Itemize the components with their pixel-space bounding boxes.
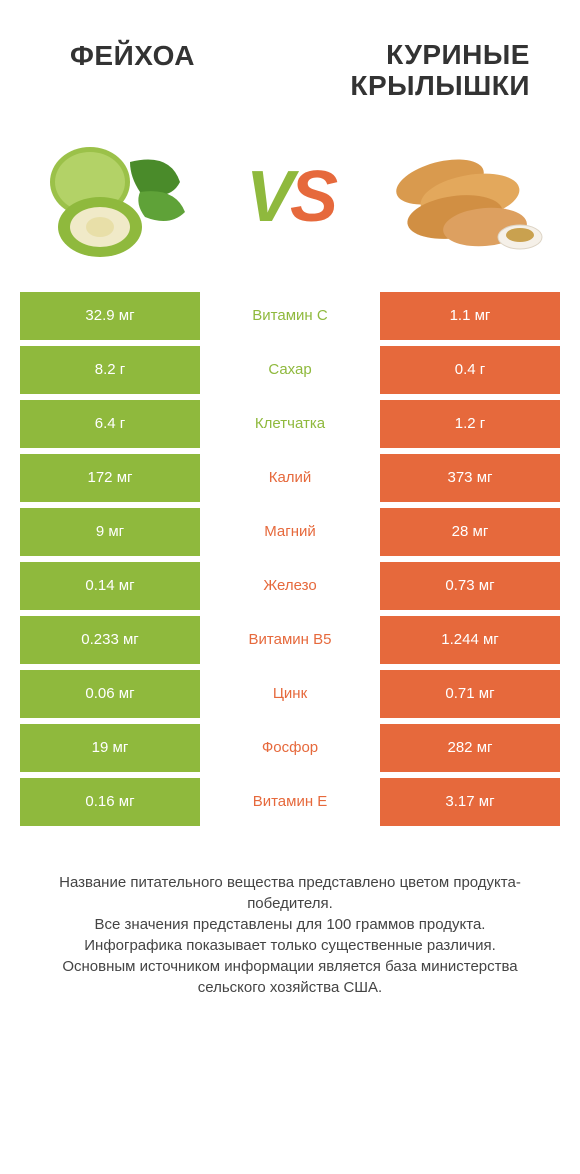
table-row: 19 мгФосфор282 мг [20, 724, 560, 772]
cell-left-value: 0.16 мг [20, 778, 200, 826]
footer-line4: Основным источником информации является … [30, 956, 550, 998]
title-right: КУРИНЫЕ КРЫЛЫШКИ [300, 40, 540, 102]
cell-left-value: 0.06 мг [20, 670, 200, 718]
table-row: 0.16 мгВитамин E3.17 мг [20, 778, 560, 826]
table-row: 0.14 мгЖелезо0.73 мг [20, 562, 560, 610]
cell-left-value: 172 мг [20, 454, 200, 502]
cell-left-value: 6.4 г [20, 400, 200, 448]
table-row: 6.4 гКлетчатка1.2 г [20, 400, 560, 448]
cell-left-value: 19 мг [20, 724, 200, 772]
header: ФЕЙХОА КУРИНЫЕ КРЫЛЫШКИ [0, 0, 580, 122]
footer-line1: Название питательного вещества представл… [30, 872, 550, 914]
table-row: 9 мгМагний28 мг [20, 508, 560, 556]
table-row: 0.233 мгВитамин B51.244 мг [20, 616, 560, 664]
cell-right-value: 1.1 мг [380, 292, 560, 340]
vs-label: VS [246, 156, 334, 238]
cell-left-value: 0.14 мг [20, 562, 200, 610]
cell-nutrient-label: Железо [200, 562, 380, 610]
cell-nutrient-label: Витамин C [200, 292, 380, 340]
cell-nutrient-label: Сахар [200, 346, 380, 394]
cell-nutrient-label: Магний [200, 508, 380, 556]
table-row: 0.06 мгЦинк0.71 мг [20, 670, 560, 718]
cell-right-value: 282 мг [380, 724, 560, 772]
vs-v: V [246, 157, 290, 237]
cell-left-value: 32.9 мг [20, 292, 200, 340]
cell-left-value: 0.233 мг [20, 616, 200, 664]
cell-nutrient-label: Калий [200, 454, 380, 502]
footer-line3: Инфографика показывает только существенн… [30, 935, 550, 956]
title-left: ФЕЙХОА [40, 40, 300, 102]
table-row: 32.9 мгВитамин C1.1 мг [20, 292, 560, 340]
chicken-wings-icon [380, 132, 550, 262]
cell-right-value: 0.71 мг [380, 670, 560, 718]
title-right-line1: КУРИНЫЕ [300, 40, 530, 71]
cell-right-value: 0.73 мг [380, 562, 560, 610]
comparison-table: 32.9 мгВитамин C1.1 мг 8.2 гСахар0.4 г 6.4… [0, 292, 580, 826]
cell-right-value: 1.2 г [380, 400, 560, 448]
cell-nutrient-label: Клетчатка [200, 400, 380, 448]
vs-s: S [290, 157, 334, 237]
table-row: 8.2 гСахар0.4 г [20, 346, 560, 394]
images-row: VS [0, 122, 580, 292]
cell-right-value: 1.244 мг [380, 616, 560, 664]
title-right-line2: КРЫЛЫШКИ [300, 71, 530, 102]
cell-right-value: 373 мг [380, 454, 560, 502]
table-row: 172 мгКалий373 мг [20, 454, 560, 502]
cell-nutrient-label: Витамин B5 [200, 616, 380, 664]
cell-right-value: 0.4 г [380, 346, 560, 394]
footer-text: Название питательного вещества представл… [0, 832, 580, 1018]
cell-nutrient-label: Фосфор [200, 724, 380, 772]
cell-nutrient-label: Витамин E [200, 778, 380, 826]
feijoa-icon [30, 132, 200, 262]
footer-line2: Все значения представлены для 100 граммо… [30, 914, 550, 935]
cell-nutrient-label: Цинк [200, 670, 380, 718]
cell-right-value: 3.17 мг [380, 778, 560, 826]
cell-left-value: 9 мг [20, 508, 200, 556]
cell-right-value: 28 мг [380, 508, 560, 556]
cell-left-value: 8.2 г [20, 346, 200, 394]
